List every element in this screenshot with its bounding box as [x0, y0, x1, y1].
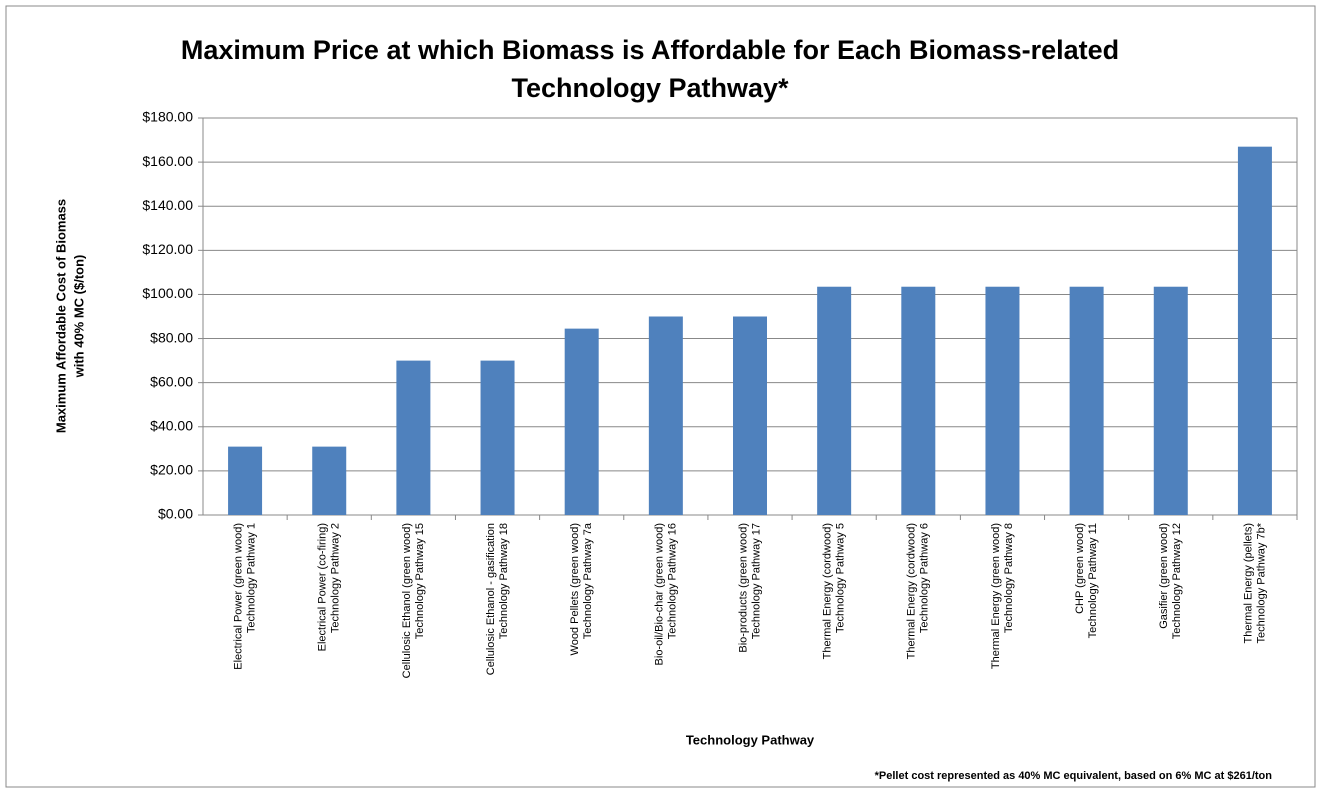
bar — [1069, 286, 1104, 515]
x-tick-label: Technology Pathway 18 — [498, 523, 510, 639]
x-tick-label: Thermal Energy (cordwood) — [906, 523, 918, 659]
x-tick-label: Technology Pathway 5 — [835, 523, 847, 633]
x-tick-label: Technology Pathway 7a — [582, 522, 594, 639]
x-tick-label: Gasifier (green wood) — [1158, 523, 1170, 629]
x-tick-label: Cellulosic Ethanol (green wood) — [401, 523, 413, 678]
y-tick-label: $60.00 — [150, 373, 193, 389]
x-tick-label: Electrical Power (co-firing) — [317, 523, 329, 651]
y-axis-label: with 40% MC ($/ton) — [71, 255, 86, 379]
y-tick-label: $160.00 — [142, 153, 193, 169]
x-tick-label: Technology Pathway 16 — [666, 523, 678, 639]
x-tick-label: Bio-products (green wood) — [737, 523, 749, 653]
y-tick-label: $180.00 — [142, 109, 193, 125]
x-tick-label: Technology Pathway 7b* — [1255, 522, 1267, 643]
y-tick-label: $0.00 — [158, 506, 193, 522]
y-tick-label: $40.00 — [150, 417, 193, 433]
chart-title: Technology Pathway* — [511, 73, 789, 103]
x-tick-label: Technology Pathway 15 — [414, 523, 426, 639]
x-axis-label: Technology Pathway — [686, 732, 815, 747]
x-tick-label: Cellulosic Ethanol - gasification — [485, 523, 497, 675]
x-tick-label: Thermal Energy (pellets) — [1242, 523, 1254, 643]
y-tick-label: $80.00 — [150, 329, 193, 345]
x-tick-label: Electrical Power (green wood) — [232, 523, 244, 670]
x-tick-label: Thermal Energy (green wood) — [990, 523, 1002, 669]
bar — [1153, 286, 1188, 515]
bar — [480, 360, 515, 515]
bar — [733, 316, 767, 515]
x-tick-label: Technology Pathway 12 — [1171, 523, 1183, 639]
y-tick-label: $140.00 — [142, 197, 193, 213]
bar — [228, 446, 263, 515]
x-tick-label: Technology Pathway 1 — [245, 523, 257, 633]
bar — [1237, 146, 1272, 515]
x-tick-label: CHP (green wood) — [1074, 523, 1086, 614]
y-tick-label: $20.00 — [150, 462, 193, 478]
x-tick-label: Technology Pathway 11 — [1087, 523, 1099, 638]
bar — [901, 286, 936, 515]
chart-title: Maximum Price at which Biomass is Afford… — [181, 35, 1119, 65]
bar — [564, 328, 599, 515]
y-axis-label: Maximum Affordable Cost of Biomass — [53, 199, 68, 433]
bar — [985, 286, 1020, 515]
x-tick-label: Technology Pathway 2 — [330, 523, 342, 633]
bar — [312, 446, 347, 515]
x-tick-label: Thermal Energy (cordwood) — [822, 523, 834, 659]
annotation: *Pellet cost represented as 40% MC equiv… — [875, 770, 1273, 782]
x-tick-label: Technology Pathway 8 — [1003, 523, 1015, 633]
x-tick-label: Technology Pathway 6 — [919, 523, 931, 633]
bar — [396, 360, 431, 515]
x-tick-label: Bio-oil/Bio-char (green wood) — [653, 523, 665, 665]
x-tick-label: Wood Pellets (green wood) — [569, 523, 581, 655]
bar — [817, 286, 852, 515]
y-tick-label: $100.00 — [142, 285, 193, 301]
y-tick-label: $120.00 — [142, 241, 193, 257]
bar — [648, 316, 683, 515]
x-tick-label: Technology Pathway 17 — [750, 523, 762, 639]
